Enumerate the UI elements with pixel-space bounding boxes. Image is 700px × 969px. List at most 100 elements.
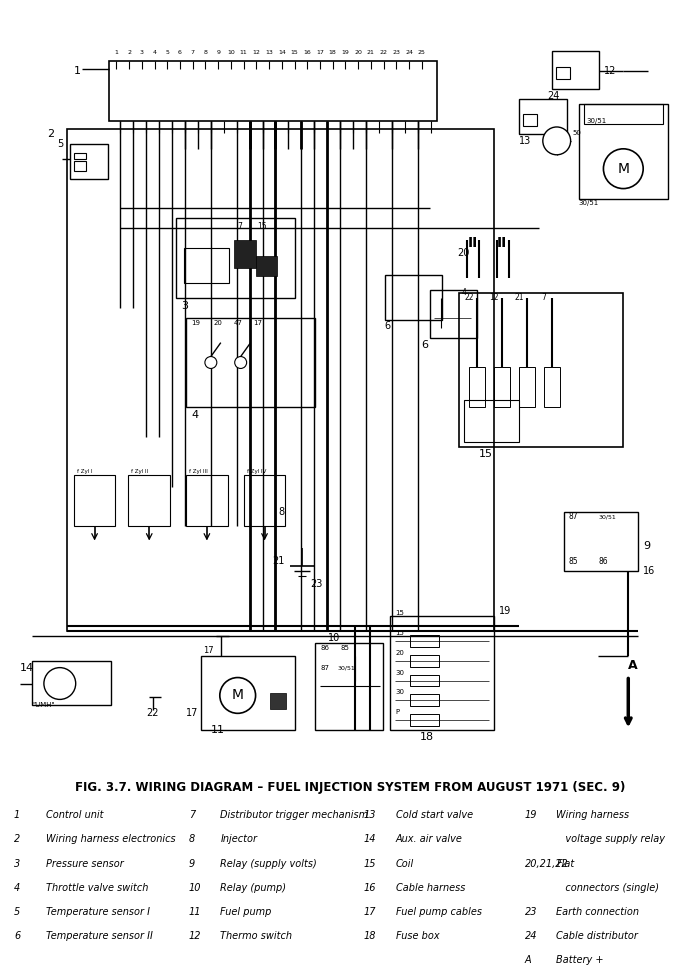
- Text: 6: 6: [14, 931, 20, 941]
- Text: 17: 17: [186, 708, 198, 718]
- Text: 15: 15: [258, 222, 267, 231]
- Text: 7: 7: [238, 222, 243, 231]
- Bar: [459, 293, 623, 447]
- Text: 8: 8: [189, 834, 195, 844]
- Text: 23: 23: [525, 907, 538, 917]
- Text: 11: 11: [240, 50, 248, 55]
- Text: 22: 22: [146, 708, 159, 718]
- Text: 5: 5: [165, 50, 169, 55]
- Bar: [70, 143, 108, 178]
- Text: 19: 19: [342, 50, 349, 55]
- Text: 20: 20: [395, 649, 405, 656]
- Text: M: M: [617, 162, 629, 175]
- Circle shape: [542, 127, 570, 155]
- Bar: [519, 367, 535, 407]
- Text: f Zyl III: f Zyl III: [189, 469, 208, 475]
- Text: 14: 14: [278, 50, 286, 55]
- Bar: [186, 318, 315, 407]
- Bar: [410, 714, 440, 726]
- Text: Wiring harness: Wiring harness: [556, 810, 629, 820]
- Text: 4: 4: [461, 289, 466, 297]
- Text: Fuse box: Fuse box: [395, 931, 439, 941]
- Bar: [584, 104, 663, 124]
- Text: 3: 3: [14, 859, 20, 868]
- Bar: [410, 635, 440, 646]
- Text: FIG. 3.7. WIRING DIAGRAM – FUEL INJECTION SYSTEM FROM AUGUST 1971 (SEC. 9): FIG. 3.7. WIRING DIAGRAM – FUEL INJECTIO…: [75, 781, 625, 794]
- Text: 11: 11: [189, 907, 202, 917]
- Text: 13: 13: [519, 136, 531, 146]
- Bar: [186, 475, 228, 526]
- Circle shape: [205, 357, 217, 368]
- Text: 6: 6: [385, 321, 391, 330]
- Text: Injector: Injector: [220, 834, 258, 844]
- Text: 10: 10: [189, 883, 202, 892]
- Text: 4: 4: [191, 410, 198, 421]
- Text: 13: 13: [364, 810, 377, 820]
- Bar: [410, 674, 440, 686]
- Bar: [385, 275, 442, 320]
- Text: Pressure sensor: Pressure sensor: [46, 859, 123, 868]
- Text: 20: 20: [457, 248, 470, 258]
- Text: Wiring harness electronics: Wiring harness electronics: [46, 834, 175, 844]
- Bar: [244, 475, 286, 526]
- Bar: [544, 367, 560, 407]
- Circle shape: [220, 677, 256, 713]
- Text: 47: 47: [234, 320, 243, 326]
- Text: 87: 87: [568, 512, 578, 521]
- Text: 4: 4: [14, 883, 20, 892]
- Text: 15: 15: [395, 610, 405, 616]
- Bar: [315, 642, 383, 731]
- Text: 24: 24: [525, 931, 538, 941]
- Bar: [184, 248, 229, 283]
- Text: 30/51: 30/51: [579, 201, 598, 206]
- Text: 30/51: 30/51: [337, 665, 355, 671]
- Text: 6: 6: [178, 50, 182, 55]
- Text: 15: 15: [364, 859, 377, 868]
- Text: 7: 7: [191, 50, 195, 55]
- Text: 12: 12: [489, 294, 498, 302]
- Text: 9: 9: [189, 859, 195, 868]
- Bar: [556, 67, 570, 79]
- Text: 19: 19: [525, 810, 538, 820]
- Bar: [201, 656, 295, 731]
- Text: A: A: [629, 659, 638, 672]
- Text: Fuel pump: Fuel pump: [220, 907, 272, 917]
- Text: Battery +: Battery +: [556, 955, 604, 965]
- Text: Control unit: Control unit: [46, 810, 103, 820]
- Text: 11: 11: [211, 725, 225, 735]
- Text: 10: 10: [227, 50, 235, 55]
- Text: Temperature sensor I: Temperature sensor I: [46, 907, 150, 917]
- Text: Flat: Flat: [556, 859, 575, 868]
- Text: 30/51: 30/51: [587, 118, 607, 124]
- Text: II: II: [468, 236, 477, 250]
- Text: 14: 14: [20, 663, 34, 672]
- Bar: [579, 104, 668, 199]
- Text: "UMH": "UMH": [33, 703, 55, 708]
- Bar: [66, 129, 494, 631]
- Text: 12: 12: [253, 50, 260, 55]
- Bar: [109, 61, 437, 121]
- Text: 86: 86: [598, 557, 608, 566]
- Text: Cable distributor: Cable distributor: [556, 931, 638, 941]
- Text: Throttle valve switch: Throttle valve switch: [46, 883, 148, 892]
- Text: 12: 12: [604, 66, 617, 77]
- Text: 4: 4: [153, 50, 157, 55]
- Text: 2: 2: [47, 129, 54, 139]
- Text: Cable harness: Cable harness: [395, 883, 465, 892]
- Bar: [74, 475, 116, 526]
- Text: 85: 85: [568, 557, 578, 566]
- Bar: [430, 290, 477, 337]
- Text: 22: 22: [464, 294, 474, 302]
- Text: 30/51: 30/51: [598, 514, 616, 519]
- Text: Aux. air valve: Aux. air valve: [395, 834, 463, 844]
- Text: 6: 6: [421, 339, 428, 350]
- Text: 1: 1: [14, 810, 20, 820]
- Text: 15: 15: [395, 630, 405, 636]
- Text: Fuel pump cables: Fuel pump cables: [395, 907, 482, 917]
- Bar: [410, 655, 440, 667]
- Text: Relay (supply volts): Relay (supply volts): [220, 859, 317, 868]
- Bar: [390, 616, 494, 731]
- Text: voltage supply relay: voltage supply relay: [556, 834, 666, 844]
- Text: f Zyl IV: f Zyl IV: [246, 469, 266, 475]
- Text: 1: 1: [115, 50, 118, 55]
